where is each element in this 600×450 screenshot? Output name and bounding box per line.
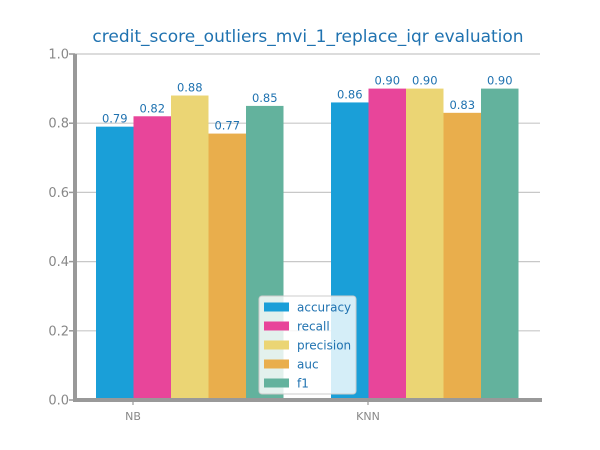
y-axis-ticks: 0.0 0.2 0.4 0.6 0.8 1.0 — [48, 48, 75, 409]
data-labels: 0.79 0.82 0.88 0.77 0.85 0.86 0.90 0.90 0.83 0.90 — [102, 74, 513, 133]
legend-label-accuracy: accuracy — [297, 301, 351, 315]
x-category-label: NB — [125, 410, 141, 423]
legend-label-recall: recall — [297, 320, 330, 334]
data-label: 0.86 — [337, 87, 363, 101]
bar-f1-knn — [481, 88, 519, 400]
bars — [96, 88, 519, 401]
data-label: 0.79 — [102, 112, 128, 126]
data-label: 0.90 — [412, 74, 438, 88]
y-tick-label: 0.2 — [48, 324, 69, 339]
bar-accuracy-nb — [96, 126, 134, 400]
data-label: 0.90 — [487, 74, 513, 88]
legend-swatch-precision — [264, 340, 289, 350]
y-tick-label: 0.0 — [48, 394, 69, 409]
data-label: 0.85 — [252, 91, 278, 105]
y-tick-label: 0.6 — [48, 186, 69, 201]
bar-recall-knn — [368, 88, 406, 400]
legend-label-f1: f1 — [297, 377, 309, 391]
y-tick-label: 0.8 — [48, 117, 69, 132]
data-label: 0.77 — [214, 119, 240, 133]
data-label: 0.90 — [374, 74, 400, 88]
bar-precision-nb — [171, 95, 209, 401]
legend-swatch-f1 — [264, 378, 289, 388]
legend-label-precision: precision — [297, 339, 351, 353]
data-label: 0.82 — [139, 101, 165, 115]
bar-auc-nb — [208, 133, 246, 400]
x-axis-categories: NB KNN — [125, 400, 380, 423]
legend-box — [258, 295, 357, 395]
legend-swatch-recall — [264, 321, 289, 331]
data-label: 0.83 — [449, 98, 475, 112]
y-tick-label: 0.4 — [48, 255, 69, 270]
data-label: 0.88 — [177, 81, 203, 95]
chart-title: credit_score_outliers_mvi_1_replace_iqr … — [92, 27, 523, 47]
bar-precision-knn — [406, 88, 444, 400]
bar-recall-nb — [133, 116, 171, 400]
legend-swatch-auc — [264, 359, 289, 369]
y-tick-label: 1.0 — [48, 48, 69, 63]
legend-label-auc: auc — [297, 358, 319, 372]
legend-swatch-accuracy — [264, 302, 289, 312]
legend: accuracy recall precision auc f1 — [258, 295, 357, 395]
x-category-label: KNN — [356, 410, 380, 423]
bar-auc-knn — [443, 112, 481, 400]
